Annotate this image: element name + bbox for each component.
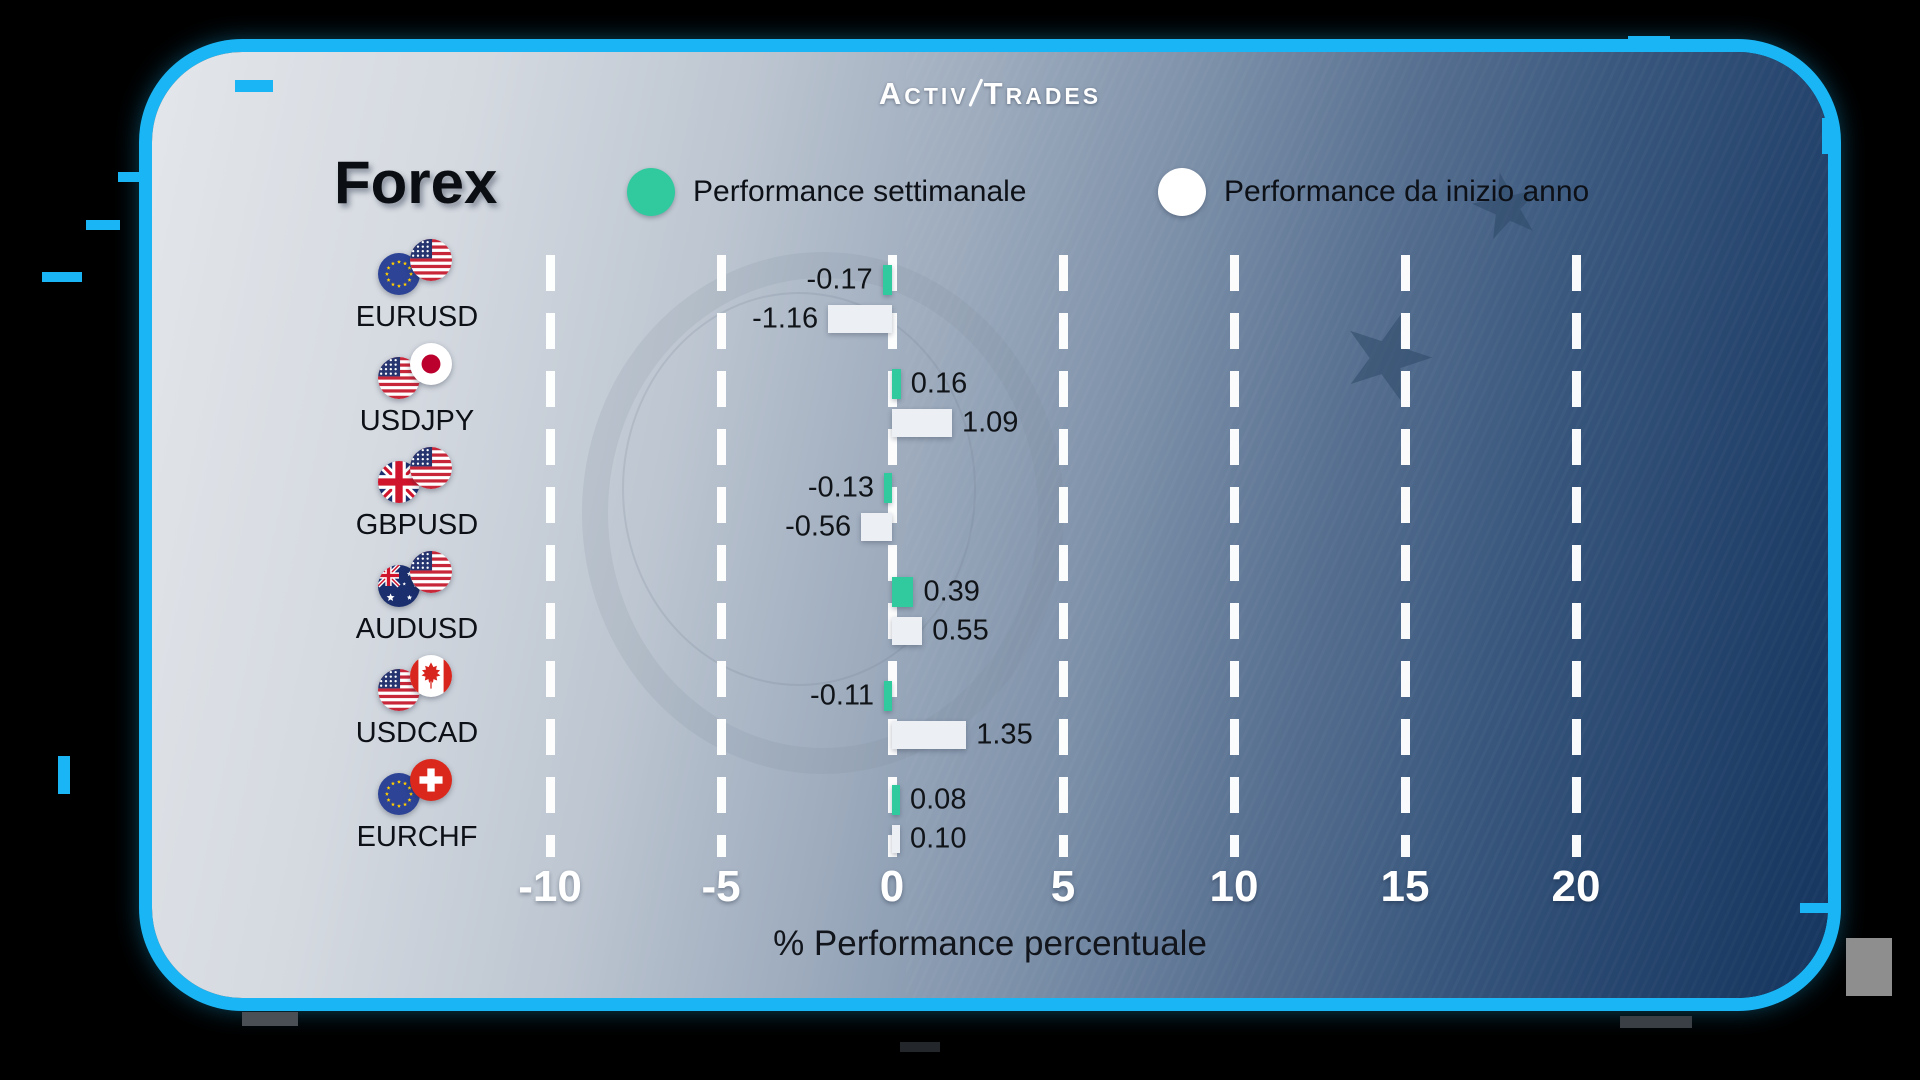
legend-label-ytd: Performance da inizio anno <box>1224 175 1590 208</box>
flag-pair-icon <box>378 239 456 299</box>
glitch-artifact <box>1620 1016 1692 1028</box>
chart-row-audusd: AUDUSD 0.39 0.55 <box>152 551 1828 647</box>
x-axis-title: % Performance percentuale <box>773 924 1207 963</box>
pair-label: USDJPY <box>359 405 475 437</box>
bar-value-label: 0.10 <box>910 822 967 855</box>
bar-value-label: 0.55 <box>932 614 989 647</box>
glitch-artifact <box>1846 938 1892 996</box>
glitch-artifact <box>86 220 120 230</box>
gridline-20 <box>1571 255 1581 857</box>
x-tick-label: 20 <box>1551 862 1601 911</box>
pair-label: EURCHF <box>356 821 478 853</box>
pair-label: USDCAD <box>355 717 479 749</box>
infographic-card: Activ Trades Forex Performance settimanal… <box>152 52 1828 998</box>
ytd-bar <box>892 721 967 749</box>
logo-part-activ: Activ <box>878 76 969 111</box>
gridline-5 <box>1058 255 1068 857</box>
x-tick-label: 10 <box>1209 862 1259 911</box>
bar-value-label: 0.08 <box>910 783 967 816</box>
x-tick-label: -10 <box>518 862 582 911</box>
glitch-artifact <box>1800 903 1830 913</box>
x-tick-label: 5 <box>1050 862 1076 911</box>
x-tick-label: 0 <box>879 862 905 911</box>
pair-label: AUDUSD <box>355 613 479 645</box>
x-tick-label: 15 <box>1380 862 1430 911</box>
gridline-15 <box>1400 255 1410 857</box>
gridline--10 <box>545 255 555 857</box>
bar-value-label: 0.16 <box>910 367 968 400</box>
glitch-artifact <box>58 756 70 794</box>
gridline-0 <box>887 255 897 857</box>
chart-row-usdcad: USDCAD -0.11 1.35 <box>152 655 1828 751</box>
flag-pair-icon <box>378 343 456 403</box>
chart-row-usdjpy: USDJPY 0.16 1.09 <box>152 343 1828 439</box>
flag-pair-icon <box>378 655 456 715</box>
ytd-bar <box>892 409 952 437</box>
activtrades-logo: Activ Trades <box>152 74 1828 112</box>
ytd-bar <box>861 513 892 541</box>
glitch-artifact <box>118 172 144 182</box>
glitch-artifact <box>1628 36 1670 48</box>
gridline-10 <box>1229 255 1239 857</box>
bar-value-label: -1.16 <box>752 302 819 335</box>
bar-value-label: 1.35 <box>976 718 1033 751</box>
gridline--5 <box>716 255 726 857</box>
weekly-bar <box>884 681 892 711</box>
glitch-artifact <box>1822 118 1834 154</box>
bar-value-label: 1.09 <box>961 406 1019 439</box>
glitch-artifact <box>42 272 82 282</box>
weekly-bar <box>884 473 892 503</box>
bar-value-label: -0.13 <box>807 471 874 504</box>
flag-us-icon <box>378 357 420 399</box>
flag-pair-icon <box>378 551 456 611</box>
bar-value-label: -0.17 <box>806 263 873 296</box>
flag-us-icon <box>410 447 452 489</box>
ytd-bar <box>892 825 900 853</box>
flag-pair-icon <box>378 759 456 819</box>
weekly-bar <box>882 265 892 295</box>
pair-label: EURUSD <box>355 301 479 333</box>
flag-ca-icon <box>410 655 452 697</box>
logo-part-trades: Trades <box>983 76 1102 111</box>
bar-value-label: -0.56 <box>785 510 852 543</box>
flag-ch-icon <box>410 759 452 801</box>
glitch-artifact <box>242 1012 298 1026</box>
chart-row-gbpusd: GBPUSD -0.13 -0.56 <box>152 447 1828 543</box>
chart-legend: Performance settimanale Performance da i… <box>152 166 1828 218</box>
flag-us-icon <box>410 239 452 281</box>
page-title: Forex <box>334 149 498 216</box>
weekly-bar <box>892 577 914 607</box>
legend-label-weekly: Performance settimanale <box>693 175 1027 208</box>
bar-value-label: -0.11 <box>810 679 874 712</box>
chart-row-eurchf: EURCHF 0.08 0.10 <box>152 759 1828 855</box>
pair-label: GBPUSD <box>355 509 479 541</box>
ytd-bar <box>828 305 892 333</box>
ytd-bar <box>892 617 923 645</box>
legend-item-ytd: Performance da inizio anno <box>1158 166 1589 218</box>
x-tick-label: -5 <box>701 862 741 911</box>
glitch-artifact <box>900 1042 940 1052</box>
weekly-bar <box>892 785 900 815</box>
flag-jp-icon <box>410 343 452 385</box>
weekly-bar <box>892 369 901 399</box>
legend-dot-weekly-icon <box>627 168 675 216</box>
legend-item-weekly: Performance settimanale <box>627 166 1027 218</box>
chart-row-eurusd: EURUSD -0.17 -1.16 <box>152 239 1828 335</box>
bar-value-label: 0.39 <box>923 575 980 608</box>
flag-pair-icon <box>378 447 456 507</box>
legend-dot-ytd-icon <box>1158 168 1206 216</box>
logo-slash-icon <box>968 78 984 107</box>
flag-us-icon <box>410 551 452 593</box>
glitch-artifact <box>235 80 273 92</box>
